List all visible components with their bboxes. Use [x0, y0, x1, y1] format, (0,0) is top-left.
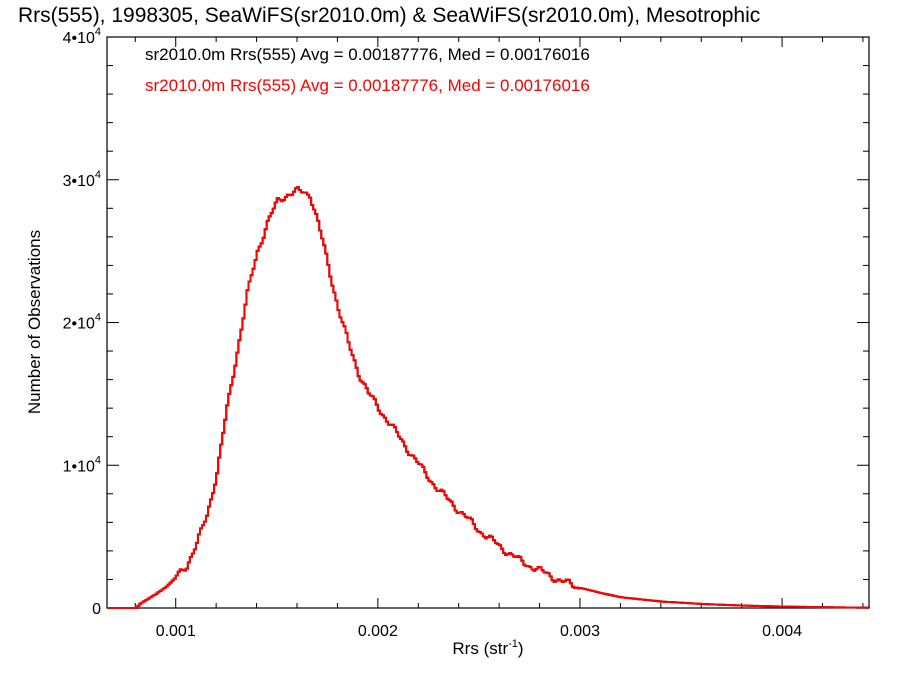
y-tick-label: 3•104: [63, 169, 101, 190]
y-tick-label: 4•104: [63, 26, 101, 47]
annotation-red: sr2010.0m Rrs(555) Avg = 0.00187776, Med…: [145, 76, 590, 95]
y-tick-label: 1•104: [63, 454, 101, 475]
chart-title: Rrs(555), 1998305, SeaWiFS(sr2010.0m) & …: [18, 4, 760, 27]
x-tick-label: 0.004: [762, 623, 802, 640]
x-axis-label: Rrs (str-1): [452, 638, 523, 658]
plot-frame: [106, 36, 870, 609]
histogram-series-black: [107, 186, 870, 609]
annotation-black: sr2010.0m Rrs(555) Avg = 0.00187776, Med…: [145, 45, 590, 64]
histogram-series-red: [107, 186, 870, 609]
x-tick-label: 0.002: [358, 623, 398, 640]
x-axis: 0.001 0.002 0.003 0.004: [134, 37, 864, 640]
y-axis: 0 1•104 2•104 3•104 4•104: [63, 26, 869, 618]
y-tick-label: 0: [92, 601, 101, 618]
series-group: [107, 186, 870, 609]
y-tick-label: 2•104: [63, 312, 101, 333]
y-axis-label: Number of Observations: [25, 230, 44, 414]
x-tick-label: 0.003: [560, 623, 600, 640]
x-tick-label: 0.001: [156, 623, 196, 640]
